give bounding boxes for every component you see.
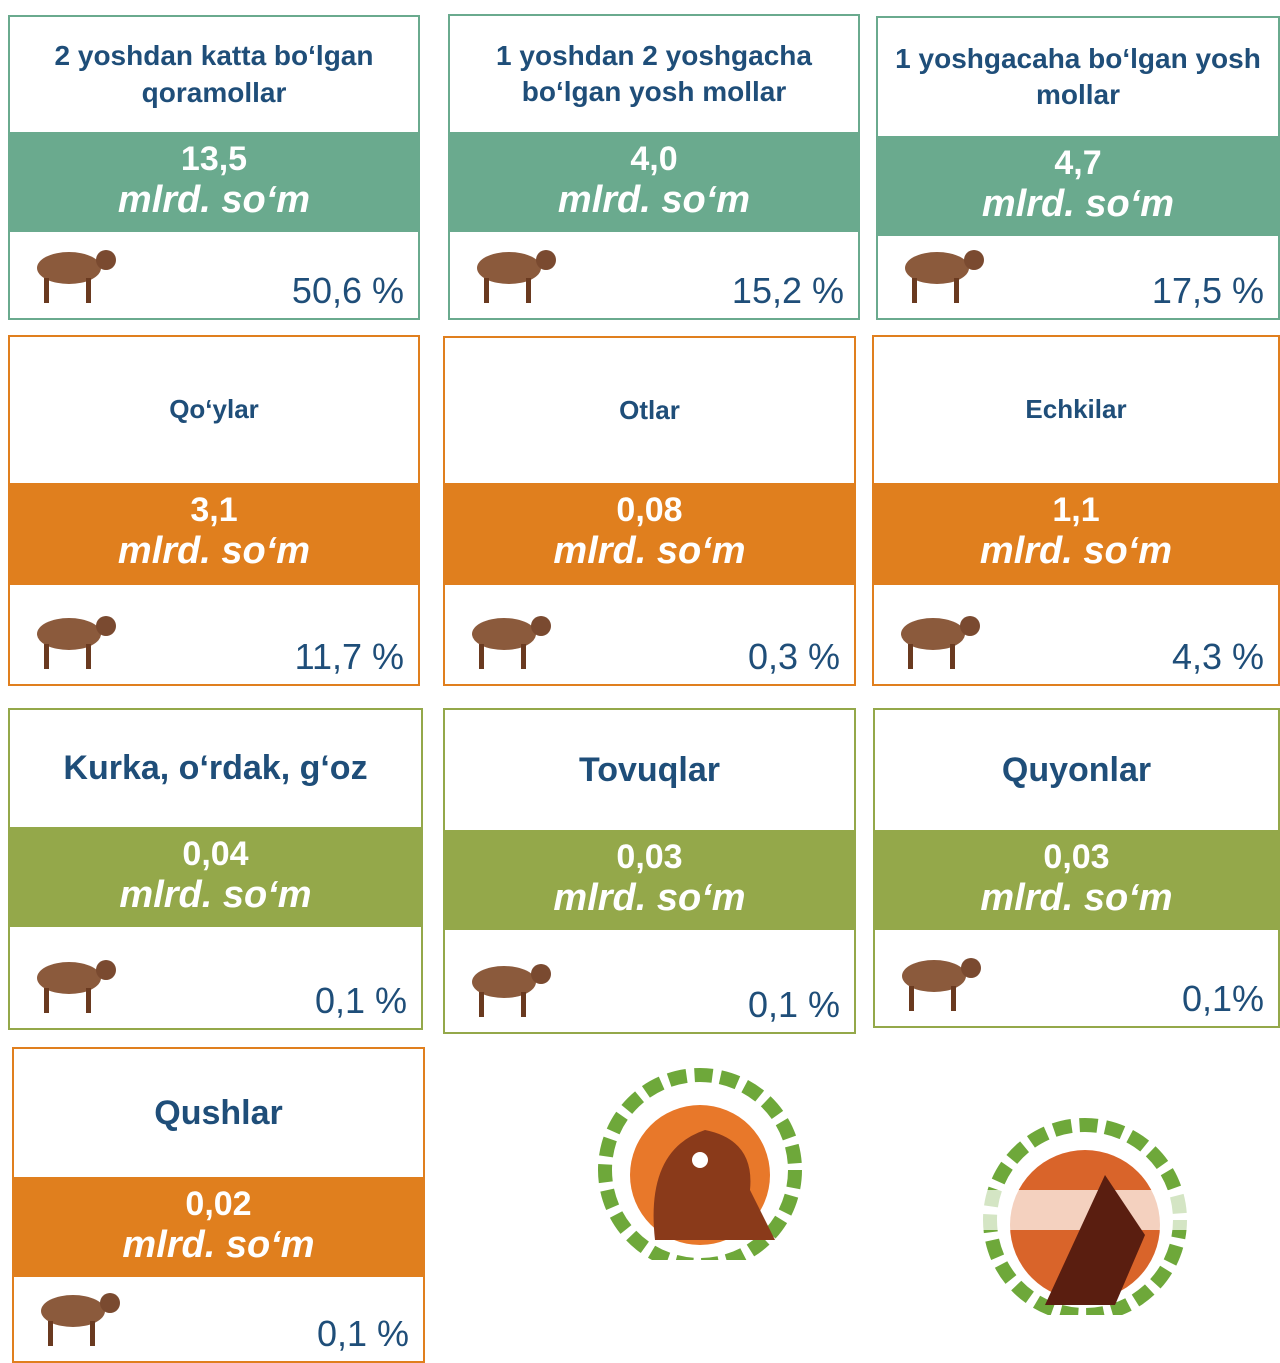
value: 3,1 [190,491,238,529]
animal-icon [901,616,980,669]
value: 0,08 [616,491,683,529]
value-band: 0,04 mlrd. so‘m [10,827,421,927]
animal-icon [902,958,981,1011]
share: 0,1 % [747,984,840,1025]
value: 0,04 [182,835,249,873]
animal-icon [37,960,116,1013]
card-title: Otlar [619,394,680,425]
card: Kurka, o‘rdak, g‘oz 0,04 mlrd. so‘m 0,1 % [8,708,423,1030]
value: 1,1 [1052,491,1100,529]
share: 4,3 % [1171,636,1264,677]
card-title: 1 yoshdan 2 yoshgacha bo‘lgan yosh molla… [496,39,812,107]
unit: mlrd. so‘m [981,183,1175,225]
card-title: Quyonlar [1001,750,1152,789]
value-band: 3,1 mlrd. so‘m [10,483,418,585]
unit: mlrd. so‘m [122,1224,315,1266]
card: Echkilar 1,1 mlrd. so‘m 4,3 % [872,335,1280,686]
rooster-logo [598,1068,802,1260]
card-title: Qo‘ylar [169,394,259,425]
share: 11,7 % [294,636,404,677]
share: 0,1% [1181,978,1264,1019]
card: Quyonlar 0,03 mlrd. so‘m 0,1% [873,708,1280,1028]
animal-icon [37,250,116,303]
value: 0,03 [616,838,683,876]
animal-icon [41,1293,120,1346]
card: 1 yoshdan 2 yoshgacha bo‘lgan yosh molla… [448,14,860,320]
animal-icon [477,250,556,303]
value-band: 0,03 mlrd. so‘m [875,830,1278,930]
unit: mlrd. so‘m [119,874,312,916]
unit: mlrd. so‘m [117,530,311,572]
animal-icon [37,616,116,669]
card-title: 2 yoshdan katta bo‘lgan qoramollar [54,40,374,108]
value-band: 0,03 mlrd. so‘m [445,830,854,930]
unit: mlrd. so‘m [980,877,1173,919]
value-band: 0,08 mlrd. so‘m [445,483,854,585]
share: 15,2 % [731,270,844,311]
unit: mlrd. so‘m [557,179,751,221]
card-title: Echkilar [1025,394,1127,425]
value-band: 4,7 mlrd. so‘m [878,136,1278,236]
share: 17,5 % [1151,270,1264,311]
animal-icon [472,964,551,1017]
share: 0,1 % [314,980,407,1021]
value-band: 1,1 mlrd. so‘m [874,483,1278,585]
horse-logo [955,1118,1225,1315]
card: 2 yoshdan katta bo‘lgan qoramollar 13,5 ml… [8,15,420,320]
value: 0,03 [1043,838,1110,876]
card: Qushlar 0,02 mlrd. so‘m 0,1 % [12,1047,425,1363]
card-title: Qushlar [154,1093,283,1132]
value-band: 0,02 mlrd. so‘m [14,1177,423,1277]
card: 1 yoshgacaha bo‘lgan yosh mollar 4,7 mlrd.… [876,16,1280,320]
share: 0,1 % [316,1313,409,1354]
card: Qo‘ylar 3,1 mlrd. so‘m 11,7 % [8,335,420,686]
unit: mlrd. so‘m [553,530,746,572]
value: 4,7 [1054,144,1102,182]
unit: mlrd. so‘m [979,530,1173,572]
share: 50,6 % [291,270,404,311]
unit: mlrd. so‘m [553,877,746,919]
card-title: Tovuqlar [578,750,721,789]
card-title: 1 yoshgacaha bo‘lgan yosh mollar [895,42,1261,110]
card: Tovuqlar 0,03 mlrd. so‘m 0,1 % [443,708,856,1034]
card: Otlar 0,08 mlrd. so‘m 0,3 % [443,336,856,686]
card-title: Kurka, o‘rdak, g‘oz [63,749,368,788]
share: 0,3 % [747,636,840,677]
unit: mlrd. so‘m [117,179,311,221]
value: 4,0 [630,140,678,178]
value: 0,02 [185,1185,252,1223]
value-band: 13,5 mlrd. so‘m [10,132,418,232]
animal-icon [472,616,551,669]
value-band: 4,0 mlrd. so‘m [450,132,858,232]
animal-icon [905,250,984,303]
value: 13,5 [180,140,248,178]
